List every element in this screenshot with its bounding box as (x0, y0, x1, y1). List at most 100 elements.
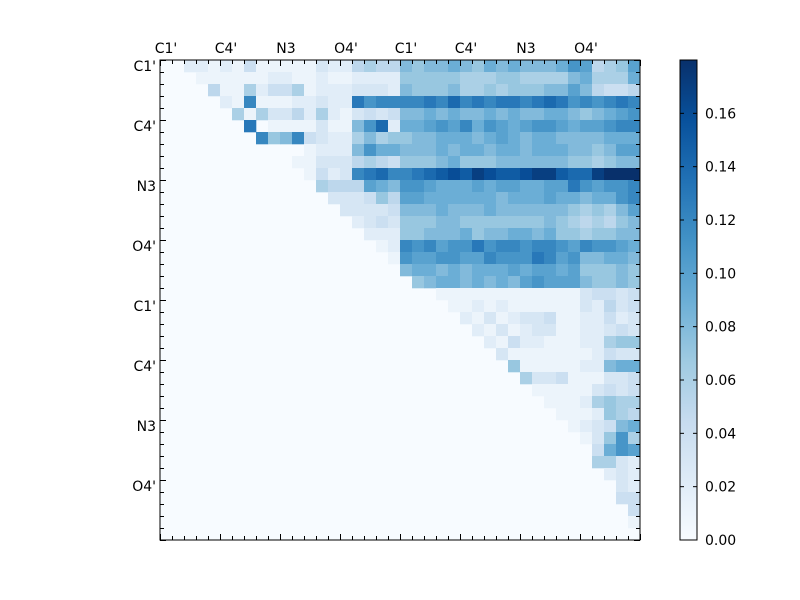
heatmap-cell (436, 264, 449, 277)
heatmap-cell (460, 120, 473, 133)
heatmap-cell (376, 132, 389, 145)
heatmap-cell (424, 204, 437, 217)
heatmap-cell (448, 96, 461, 109)
heatmap-cell (592, 132, 605, 145)
y-tick-label: O4' (132, 239, 156, 255)
heatmap-cell (580, 192, 593, 205)
heatmap-cell (604, 384, 617, 397)
colorbar-tick-label: 0.08 (705, 320, 736, 336)
heatmap-cell (544, 228, 557, 241)
heatmap-cell (568, 108, 581, 121)
heatmap-cell (604, 156, 617, 169)
heatmap-cell (460, 180, 473, 193)
heatmap-cell (328, 180, 341, 193)
heatmap-cell (628, 60, 641, 73)
heatmap-cell (532, 384, 545, 397)
heatmap-cell (592, 396, 605, 409)
heatmap-cell (604, 240, 617, 253)
heatmap-cell (556, 240, 569, 253)
heatmap-cell (580, 84, 593, 97)
heatmap-cell (340, 72, 353, 85)
heatmap-cell (472, 216, 485, 229)
heatmap-cell (268, 60, 281, 73)
heatmap-cell (460, 300, 473, 313)
heatmap-cell (340, 156, 353, 169)
heatmap-cell (352, 108, 365, 121)
heatmap-cell (400, 132, 413, 145)
heatmap-cell (520, 360, 533, 373)
heatmap-cell (520, 144, 533, 157)
heatmap-cell (580, 372, 593, 385)
heatmap-cell (508, 252, 521, 265)
heatmap-cell (268, 84, 281, 97)
heatmap-cell (532, 156, 545, 169)
heatmap-cell (508, 312, 521, 325)
heatmap-cell (556, 252, 569, 265)
heatmap-cell (280, 72, 293, 85)
x-tick-label: C4' (215, 41, 238, 57)
heatmap-cell (472, 156, 485, 169)
heatmap-cell (592, 180, 605, 193)
heatmap-cell (532, 240, 545, 253)
heatmap-cell (256, 72, 269, 85)
heatmap-cell (388, 192, 401, 205)
heatmap-cell (616, 276, 629, 289)
colorbar-tick-label: 0.14 (705, 160, 736, 176)
heatmap-cell (580, 420, 593, 433)
heatmap-cell (628, 192, 641, 205)
heatmap-cell (460, 84, 473, 97)
heatmap-cell (604, 216, 617, 229)
heatmap-cell (580, 120, 593, 133)
heatmap-cell (532, 144, 545, 157)
heatmap-cell (244, 96, 257, 109)
heatmap-cell (448, 120, 461, 133)
heatmap-cell (628, 384, 641, 397)
heatmap-cell (364, 204, 377, 217)
heatmap-cell (232, 108, 245, 121)
heatmap-cell (316, 168, 329, 181)
heatmap-cell (532, 348, 545, 361)
heatmap-cell (376, 84, 389, 97)
heatmap-cell (580, 108, 593, 121)
heatmap-cell (520, 120, 533, 133)
heatmap-cell (496, 288, 509, 301)
heatmap-cell (484, 276, 497, 289)
heatmap-cell (556, 72, 569, 85)
heatmap-cell (316, 180, 329, 193)
heatmap-cell (304, 156, 317, 169)
heatmap-cell (520, 180, 533, 193)
heatmap-cell (604, 420, 617, 433)
heatmap-cell (628, 72, 641, 85)
heatmap-cell (592, 348, 605, 361)
heatmap-cell (352, 192, 365, 205)
heatmap-cell (328, 192, 341, 205)
heatmap-cell (436, 132, 449, 145)
heatmap-cell (592, 360, 605, 373)
heatmap-cell (436, 204, 449, 217)
heatmap-cell (316, 156, 329, 169)
heatmap-cell (604, 408, 617, 421)
heatmap-cell (496, 84, 509, 97)
x-tick-label: C4' (455, 41, 478, 57)
colorbar-tick-label: 0.12 (705, 213, 736, 229)
heatmap-cell (448, 144, 461, 157)
heatmap-cell (280, 84, 293, 97)
heatmap-cell (484, 60, 497, 73)
heatmap-cell (316, 96, 329, 109)
heatmap-cell (592, 456, 605, 469)
heatmap-cell (628, 120, 641, 133)
heatmap-cell (628, 264, 641, 277)
heatmap-cell (628, 252, 641, 265)
heatmap-cell (628, 516, 641, 529)
heatmap-cell (568, 252, 581, 265)
heatmap-cell (484, 300, 497, 313)
heatmap-cell (448, 180, 461, 193)
heatmap-cell (472, 84, 485, 97)
heatmap-cell (316, 84, 329, 97)
heatmap-cell (544, 204, 557, 217)
heatmap-cell (472, 312, 485, 325)
heatmap-cell (508, 96, 521, 109)
heatmap-cell (484, 240, 497, 253)
heatmap-cell (460, 108, 473, 121)
heatmap-cell (448, 156, 461, 169)
